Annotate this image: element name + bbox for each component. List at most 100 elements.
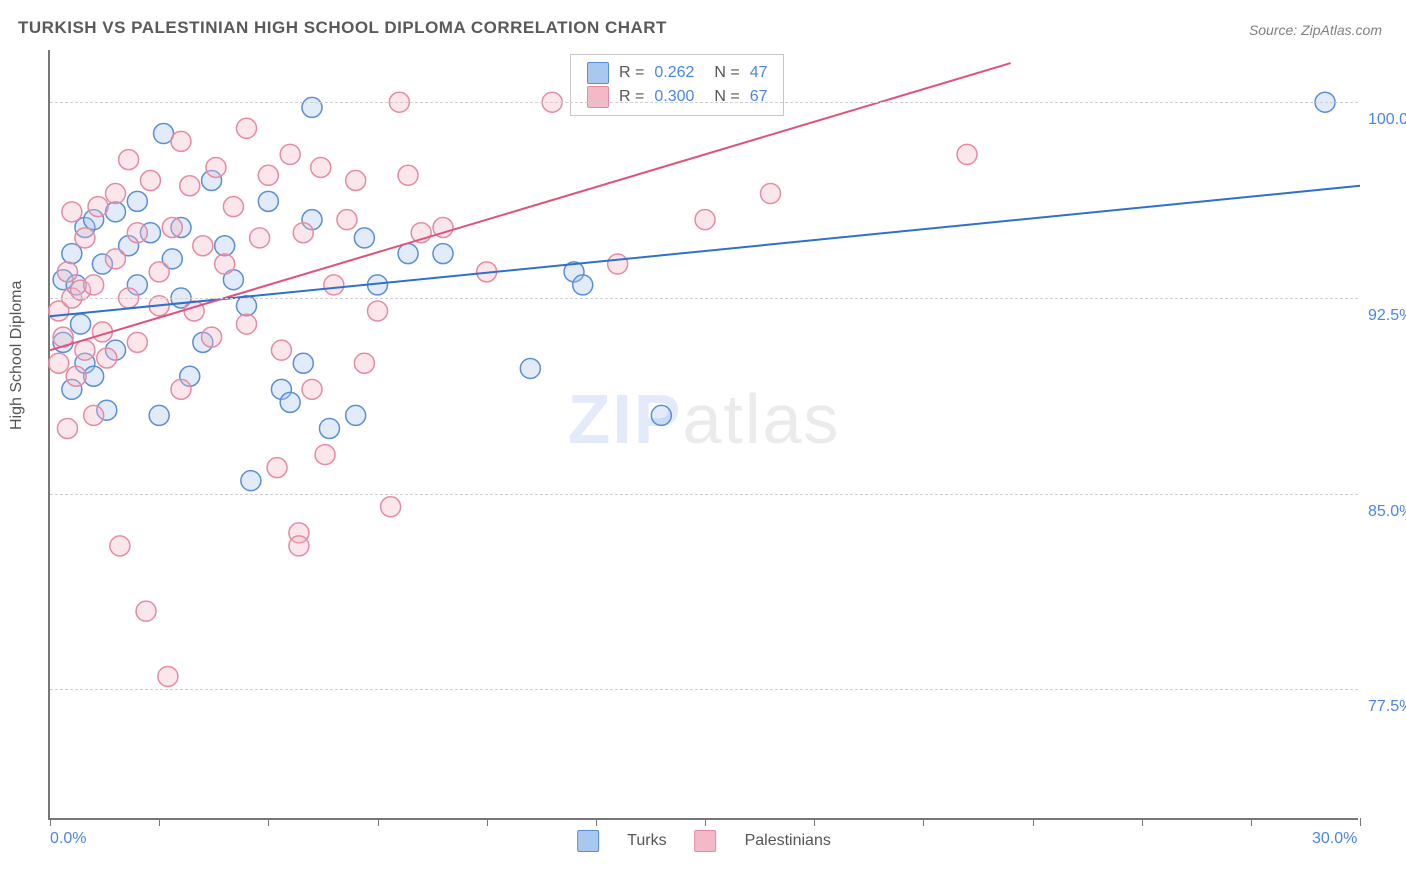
scatter-point — [110, 536, 130, 556]
x-tick — [268, 818, 269, 826]
gridline-h — [50, 298, 1358, 299]
scatter-point — [162, 217, 182, 237]
legend-n-label: N = — [714, 61, 739, 85]
scatter-point — [158, 666, 178, 686]
scatter-point — [127, 191, 147, 211]
scatter-point — [149, 262, 169, 282]
chart-title: TURKISH VS PALESTINIAN HIGH SCHOOL DIPLO… — [18, 18, 667, 38]
scatter-point — [84, 275, 104, 295]
scatter-point — [241, 471, 261, 491]
scatter-point — [57, 262, 77, 282]
y-tick-label: 85.0% — [1368, 503, 1406, 521]
x-tick — [1251, 818, 1252, 826]
scatter-point — [215, 236, 235, 256]
x-tick-label: 0.0% — [50, 830, 86, 848]
x-tick — [378, 818, 379, 826]
trend-line — [50, 186, 1360, 317]
chart-svg — [50, 50, 1358, 818]
legend-series-label: Turks — [627, 832, 666, 850]
scatter-point — [398, 165, 418, 185]
legend-series: Turks Palestinians — [577, 830, 831, 852]
scatter-point — [267, 458, 287, 478]
legend-r-value: 0.300 — [654, 85, 704, 109]
scatter-point — [354, 228, 374, 248]
x-tick — [487, 818, 488, 826]
x-tick — [923, 818, 924, 826]
scatter-point — [337, 210, 357, 230]
legend-swatch — [587, 86, 609, 108]
scatter-point — [119, 150, 139, 170]
scatter-point — [57, 418, 77, 438]
legend-swatch — [695, 830, 717, 852]
scatter-point — [140, 171, 160, 191]
scatter-point — [106, 249, 126, 269]
scatter-point — [293, 223, 313, 243]
scatter-point — [302, 379, 322, 399]
scatter-point — [398, 244, 418, 264]
scatter-point — [302, 97, 322, 117]
scatter-point — [271, 340, 291, 360]
scatter-point — [250, 228, 270, 248]
scatter-point — [193, 236, 213, 256]
scatter-point — [171, 131, 191, 151]
scatter-point — [66, 366, 86, 386]
scatter-point — [237, 314, 257, 334]
scatter-point — [381, 497, 401, 517]
scatter-point — [180, 176, 200, 196]
scatter-point — [215, 254, 235, 274]
scatter-point — [354, 353, 374, 373]
gridline-h — [50, 494, 1358, 495]
scatter-point — [202, 327, 222, 347]
scatter-point — [368, 301, 388, 321]
legend-r-value: 0.262 — [654, 61, 704, 85]
scatter-point — [695, 210, 715, 230]
x-tick — [1360, 818, 1361, 826]
x-tick — [159, 818, 160, 826]
y-axis-label: High School Diploma — [8, 281, 26, 430]
legend-swatch — [587, 62, 609, 84]
legend-r-label: R = — [619, 85, 644, 109]
scatter-point — [49, 353, 69, 373]
scatter-point — [346, 405, 366, 425]
scatter-point — [761, 184, 781, 204]
x-tick-label: 30.0% — [1312, 830, 1357, 848]
scatter-point — [223, 197, 243, 217]
x-tick — [1142, 818, 1143, 826]
scatter-point — [75, 228, 95, 248]
scatter-point — [84, 405, 104, 425]
gridline-h — [50, 102, 1358, 103]
legend-n-value: 47 — [750, 61, 768, 85]
scatter-point — [573, 275, 593, 295]
legend-swatch — [577, 830, 599, 852]
scatter-point — [311, 157, 331, 177]
legend-n-value: 67 — [750, 85, 768, 109]
y-tick-label: 77.5% — [1368, 698, 1406, 716]
legend-row: R = 0.262 N = 47 — [587, 61, 767, 85]
scatter-point — [171, 379, 191, 399]
x-tick — [814, 818, 815, 826]
scatter-point — [237, 118, 257, 138]
scatter-point — [608, 254, 628, 274]
scatter-point — [127, 332, 147, 352]
legend-r-label: R = — [619, 61, 644, 85]
x-tick — [1033, 818, 1034, 826]
y-tick-label: 100.0% — [1368, 111, 1406, 129]
scatter-point — [258, 191, 278, 211]
scatter-point — [319, 418, 339, 438]
scatter-point — [651, 405, 671, 425]
scatter-point — [75, 340, 95, 360]
source-attribution: Source: ZipAtlas.com — [1249, 22, 1382, 38]
scatter-point — [136, 601, 156, 621]
legend-series-label: Palestinians — [745, 832, 831, 850]
x-tick — [705, 818, 706, 826]
scatter-point — [957, 144, 977, 164]
gridline-h — [50, 689, 1358, 690]
legend-n-label: N = — [714, 85, 739, 109]
scatter-point — [433, 244, 453, 264]
x-tick — [50, 818, 51, 826]
scatter-point — [88, 197, 108, 217]
trend-line — [50, 63, 1011, 350]
scatter-point — [293, 353, 313, 373]
scatter-point — [71, 314, 91, 334]
scatter-point — [324, 275, 344, 295]
